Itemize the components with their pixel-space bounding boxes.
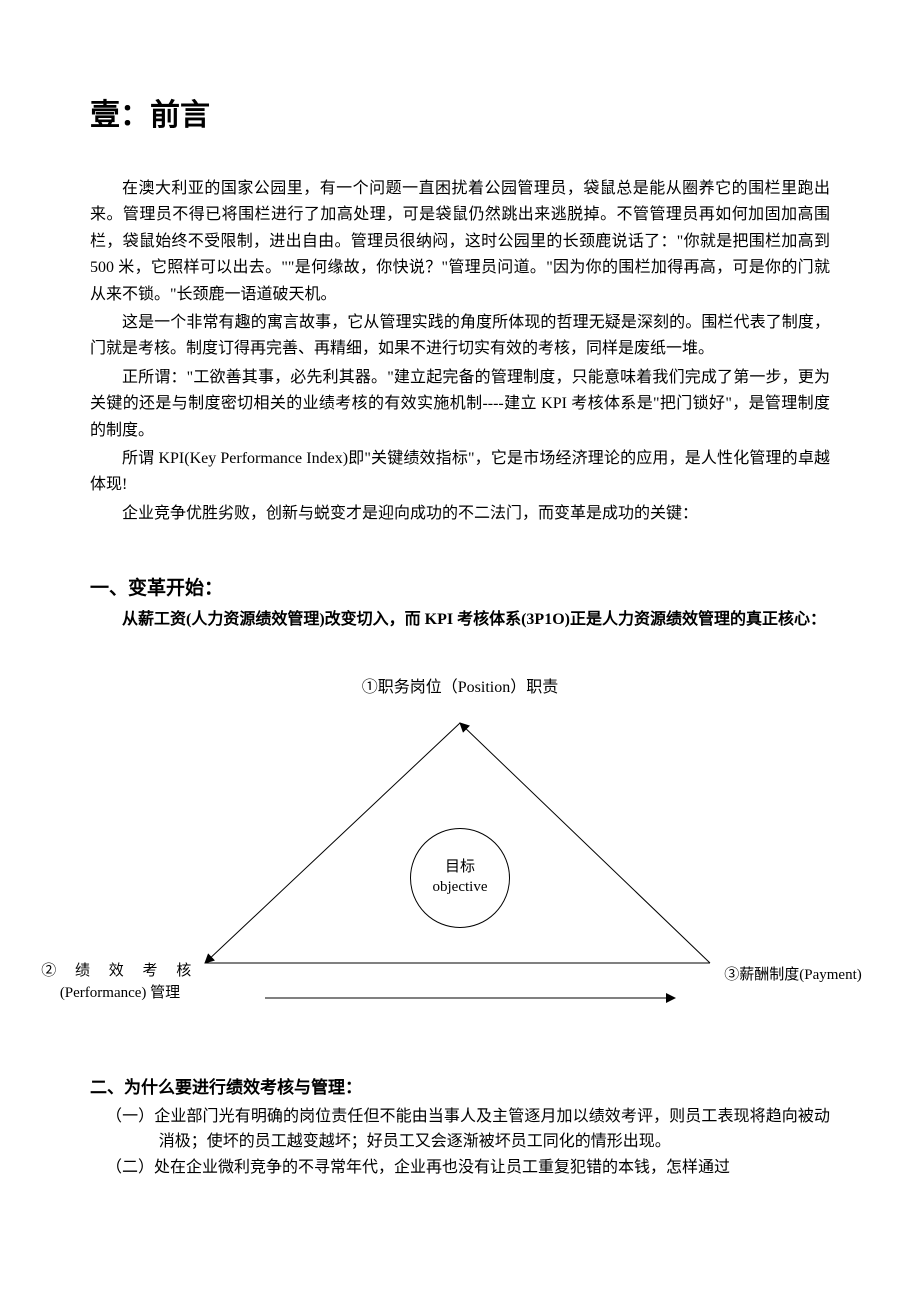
doc-title: 壹：前言 xyxy=(90,90,830,134)
paragraph: 正所谓："工欲善其事，必先利其器。"建立起完备的管理制度，只能意味着我们完成了第… xyxy=(90,365,830,444)
diagram-center-l1: 目标 xyxy=(445,858,475,878)
section-2-item: （一）企业部门光有明确的岗位责任但不能由当事人及主管逐月加以绩效考评，则员工表现… xyxy=(106,1104,830,1155)
diagram-node-center: 目标 objective xyxy=(410,828,510,928)
paragraph: 企业竞争优胜劣败，创新与蜕变才是迎向成功的不二法门，而变革是成功的关键： xyxy=(90,501,830,527)
paragraph: 这是一个非常有趣的寓言故事，它从管理实践的角度所体现的哲理无疑是深刻的。围栏代表… xyxy=(90,310,830,363)
section-2-item: （二）处在企业微利竞争的不寻常年代，企业再也没有让员工重复犯错的本钱，怎样通过 xyxy=(106,1155,830,1181)
paragraph: 所谓 KPI(Key Performance Index)即"关键绩效指标"，它… xyxy=(90,446,830,499)
diagram-center-l2: objective xyxy=(433,878,488,898)
triangle-diagram: ①职务岗位（Position）职责 目标 objective ② 绩 效 考 核… xyxy=(90,673,830,1013)
section-2-heading: 二、为什么要进行绩效考核与管理： xyxy=(90,1073,830,1098)
section-1-subheading: 从薪工资(人力资源绩效管理)改变切入，而 KPI 考核体系(3P1O)正是人力资… xyxy=(122,608,830,633)
section-1-heading: 一、变革开始： xyxy=(90,573,830,600)
page-root: 壹：前言 在澳大利亚的国家公园里，有一个问题一直困扰着公园管理员，袋鼠总是能从圈… xyxy=(0,0,920,1231)
paragraph: 在澳大利亚的国家公园里，有一个问题一直困扰着公园管理员，袋鼠总是能从圈养它的围栏… xyxy=(90,176,830,308)
